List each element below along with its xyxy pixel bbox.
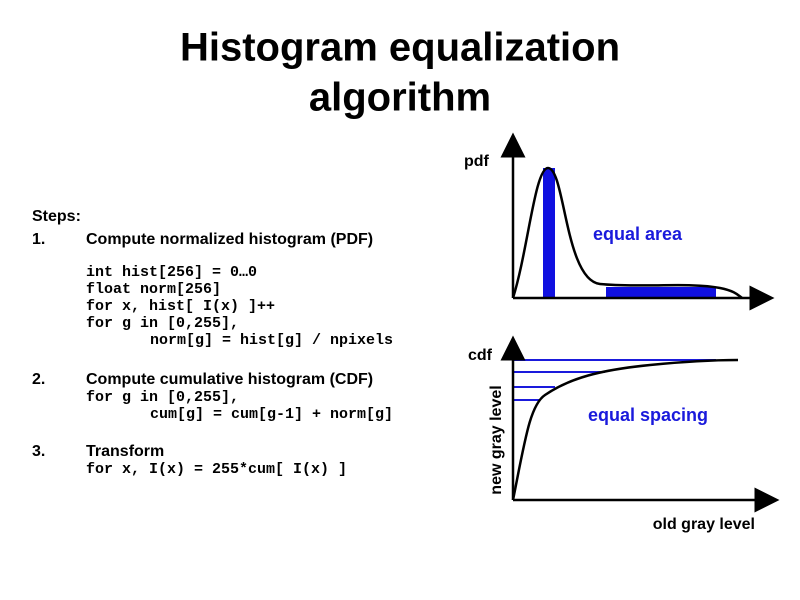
code-line: for x, hist[ I(x) ]++: [86, 298, 275, 315]
y-label: new gray level: [488, 385, 505, 494]
pdf-area: [606, 287, 716, 298]
code-line: for x, I(x) = 255*cum[ I(x) ]: [86, 461, 347, 478]
code-line: norm[g] = hist[g] / npixels: [150, 332, 393, 349]
pdf-diagram: pdf equal area: [464, 132, 775, 311]
x-label: old gray level: [653, 516, 755, 533]
code-line: cum[g] = cum[g-1] + norm[g]: [150, 406, 393, 423]
title: algorithm: [309, 76, 491, 120]
cdf-diagram: cdf equal spacing new gray level old gra…: [468, 335, 780, 533]
annotation: equal area: [593, 224, 683, 244]
annotation: equal spacing: [588, 405, 708, 425]
code-line: for g in [0,255],: [86, 389, 239, 406]
step-heading: Compute cumulative histogram (CDF): [86, 371, 373, 388]
code-line: float norm[256]: [86, 281, 221, 298]
cdf-curve: [511, 358, 739, 501]
step-heading: Compute normalized histogram (PDF): [86, 231, 373, 248]
step-number: 3.: [32, 443, 45, 460]
pdf-curve: [511, 166, 743, 299]
spacing-lines: [513, 359, 716, 401]
steps-label: Steps:: [32, 208, 81, 225]
step-heading: Transform: [86, 443, 164, 460]
axis-label: cdf: [468, 347, 493, 364]
code-line: int hist[256] = 0…0: [86, 264, 257, 281]
step-number: 1.: [32, 231, 45, 248]
axis-label: pdf: [464, 153, 490, 170]
pdf-bar: [543, 168, 555, 298]
code-line: for g in [0,255],: [86, 315, 239, 332]
title: Histogram equalization: [180, 26, 620, 70]
step-number: 2.: [32, 371, 45, 388]
